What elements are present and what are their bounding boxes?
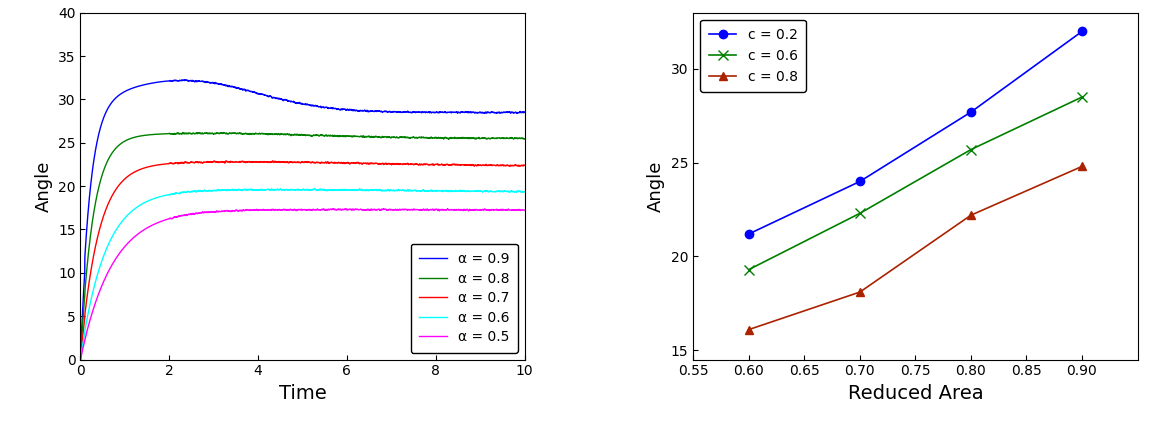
α = 0.6 [263,187,277,192]
c = 0.8 [853,289,866,294]
α = 0.9 [244,89,257,94]
α = 0.5 [124,237,138,242]
Y-axis label: Angle: Angle [647,160,665,212]
α = 0.7 [219,158,233,163]
α = 0.6 [265,186,279,191]
c = 0.8 [742,327,756,332]
α = 0.5 [518,208,532,213]
α = 0.8 [461,136,475,141]
Line: α = 0.9: α = 0.9 [80,80,525,360]
α = 0.5 [263,207,277,212]
c = 0.2 [964,110,978,115]
Line: α = 0.8: α = 0.8 [80,132,525,360]
α = 0.7 [244,159,257,164]
α = 0.8 [151,132,164,137]
Line: α = 0.6: α = 0.6 [80,189,525,360]
α = 0.7 [263,159,277,165]
α = 0.8 [74,357,87,362]
α = 0.7 [124,172,138,177]
α = 0.6 [509,189,523,194]
c = 0.8 [964,213,978,218]
α = 0.7 [518,163,532,168]
α = 0.9 [509,110,523,115]
X-axis label: Time: Time [278,384,326,403]
α = 0.8 [176,130,190,135]
α = 0.6 [518,190,532,195]
Line: α = 0.5: α = 0.5 [80,209,525,360]
α = 0.5 [151,220,164,225]
Line: c = 0.6: c = 0.6 [745,92,1087,275]
c = 0.2 [1075,29,1089,34]
α = 0.9 [461,110,475,115]
α = 0.7 [151,162,164,168]
α = 0.8 [124,136,138,141]
α = 0.8 [244,132,257,137]
α = 0.5 [339,206,353,211]
c = 0.6 [742,267,756,272]
Line: c = 0.2: c = 0.2 [745,27,1086,238]
α = 0.7 [509,163,523,168]
α = 0.5 [74,357,87,362]
α = 0.7 [74,357,87,362]
α = 0.5 [509,208,523,213]
α = 0.6 [244,187,257,192]
c = 0.6 [964,147,978,152]
Y-axis label: Angle: Angle [34,160,53,212]
c = 0.8 [1075,164,1089,169]
Legend: α = 0.9, α = 0.8, α = 0.7, α = 0.6, α = 0.5: α = 0.9, α = 0.8, α = 0.7, α = 0.6, α = … [410,244,518,353]
Line: α = 0.7: α = 0.7 [80,161,525,360]
α = 0.9 [177,77,191,82]
α = 0.6 [151,195,164,200]
X-axis label: Reduced Area: Reduced Area [848,384,984,403]
Line: c = 0.8: c = 0.8 [745,162,1086,334]
α = 0.9 [518,110,532,115]
α = 0.5 [244,207,257,212]
α = 0.9 [151,80,164,85]
α = 0.9 [74,357,87,362]
α = 0.7 [461,162,475,168]
α = 0.5 [461,208,475,213]
c = 0.2 [742,231,756,236]
Legend: c = 0.2, c = 0.6, c = 0.8: c = 0.2, c = 0.6, c = 0.8 [700,19,805,92]
α = 0.9 [124,86,138,91]
c = 0.6 [853,211,866,216]
α = 0.9 [263,93,277,98]
α = 0.8 [509,136,523,141]
α = 0.6 [74,357,87,362]
c = 0.2 [853,179,866,184]
α = 0.6 [461,188,475,193]
α = 0.8 [518,136,532,141]
α = 0.6 [124,209,138,214]
c = 0.6 [1075,94,1089,99]
α = 0.8 [263,132,277,137]
